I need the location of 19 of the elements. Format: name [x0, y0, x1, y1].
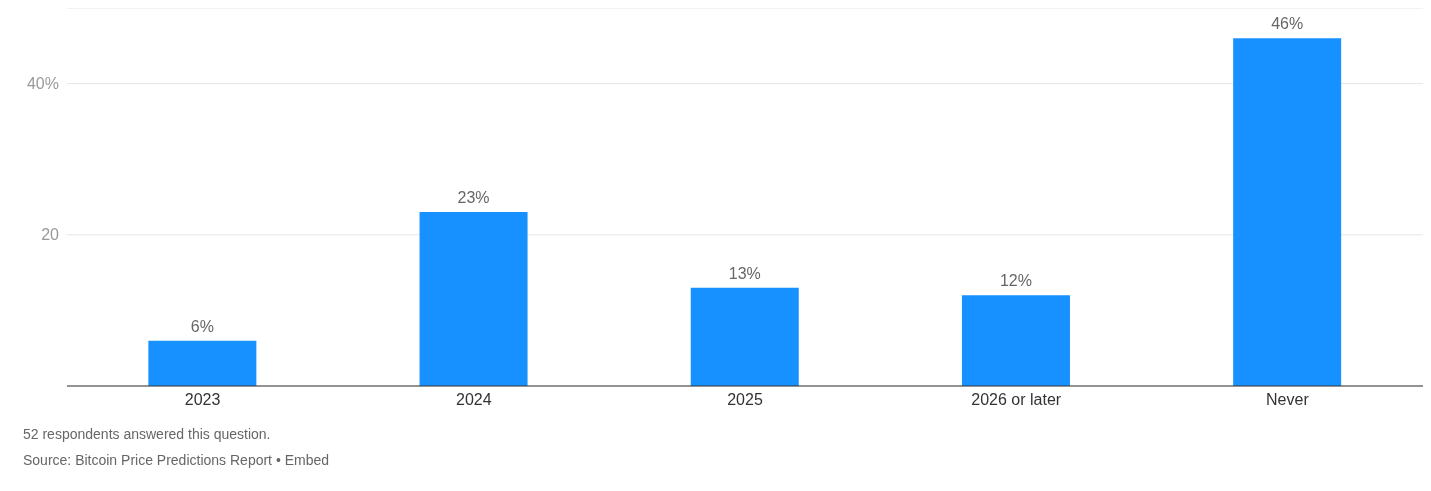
x-tick-label: 2025: [727, 391, 763, 409]
bar: [148, 340, 257, 386]
bar: [961, 295, 1070, 386]
bar: [1233, 38, 1342, 386]
data-label: 23%: [457, 189, 490, 207]
data-label: 6%: [190, 317, 214, 335]
source-note: Source: Bitcoin Price Predictions Report • Embed: [23, 452, 331, 468]
bar: [419, 212, 528, 386]
data-label: 13%: [728, 264, 761, 282]
x-tick-label: 2024: [456, 391, 492, 409]
data-label: 46%: [1271, 15, 1304, 33]
x-tick-label: 2026 or later: [971, 391, 1062, 409]
bar: [690, 287, 799, 386]
y-tick-label: 40%: [26, 75, 59, 93]
x-tick-label: 2023: [184, 391, 221, 409]
data-label: 12%: [999, 272, 1032, 290]
text: 52 respondents answered this question.: [23, 426, 272, 442]
x-tick-label: Never: [1266, 391, 1310, 409]
y-tick-label: 20: [41, 226, 60, 244]
